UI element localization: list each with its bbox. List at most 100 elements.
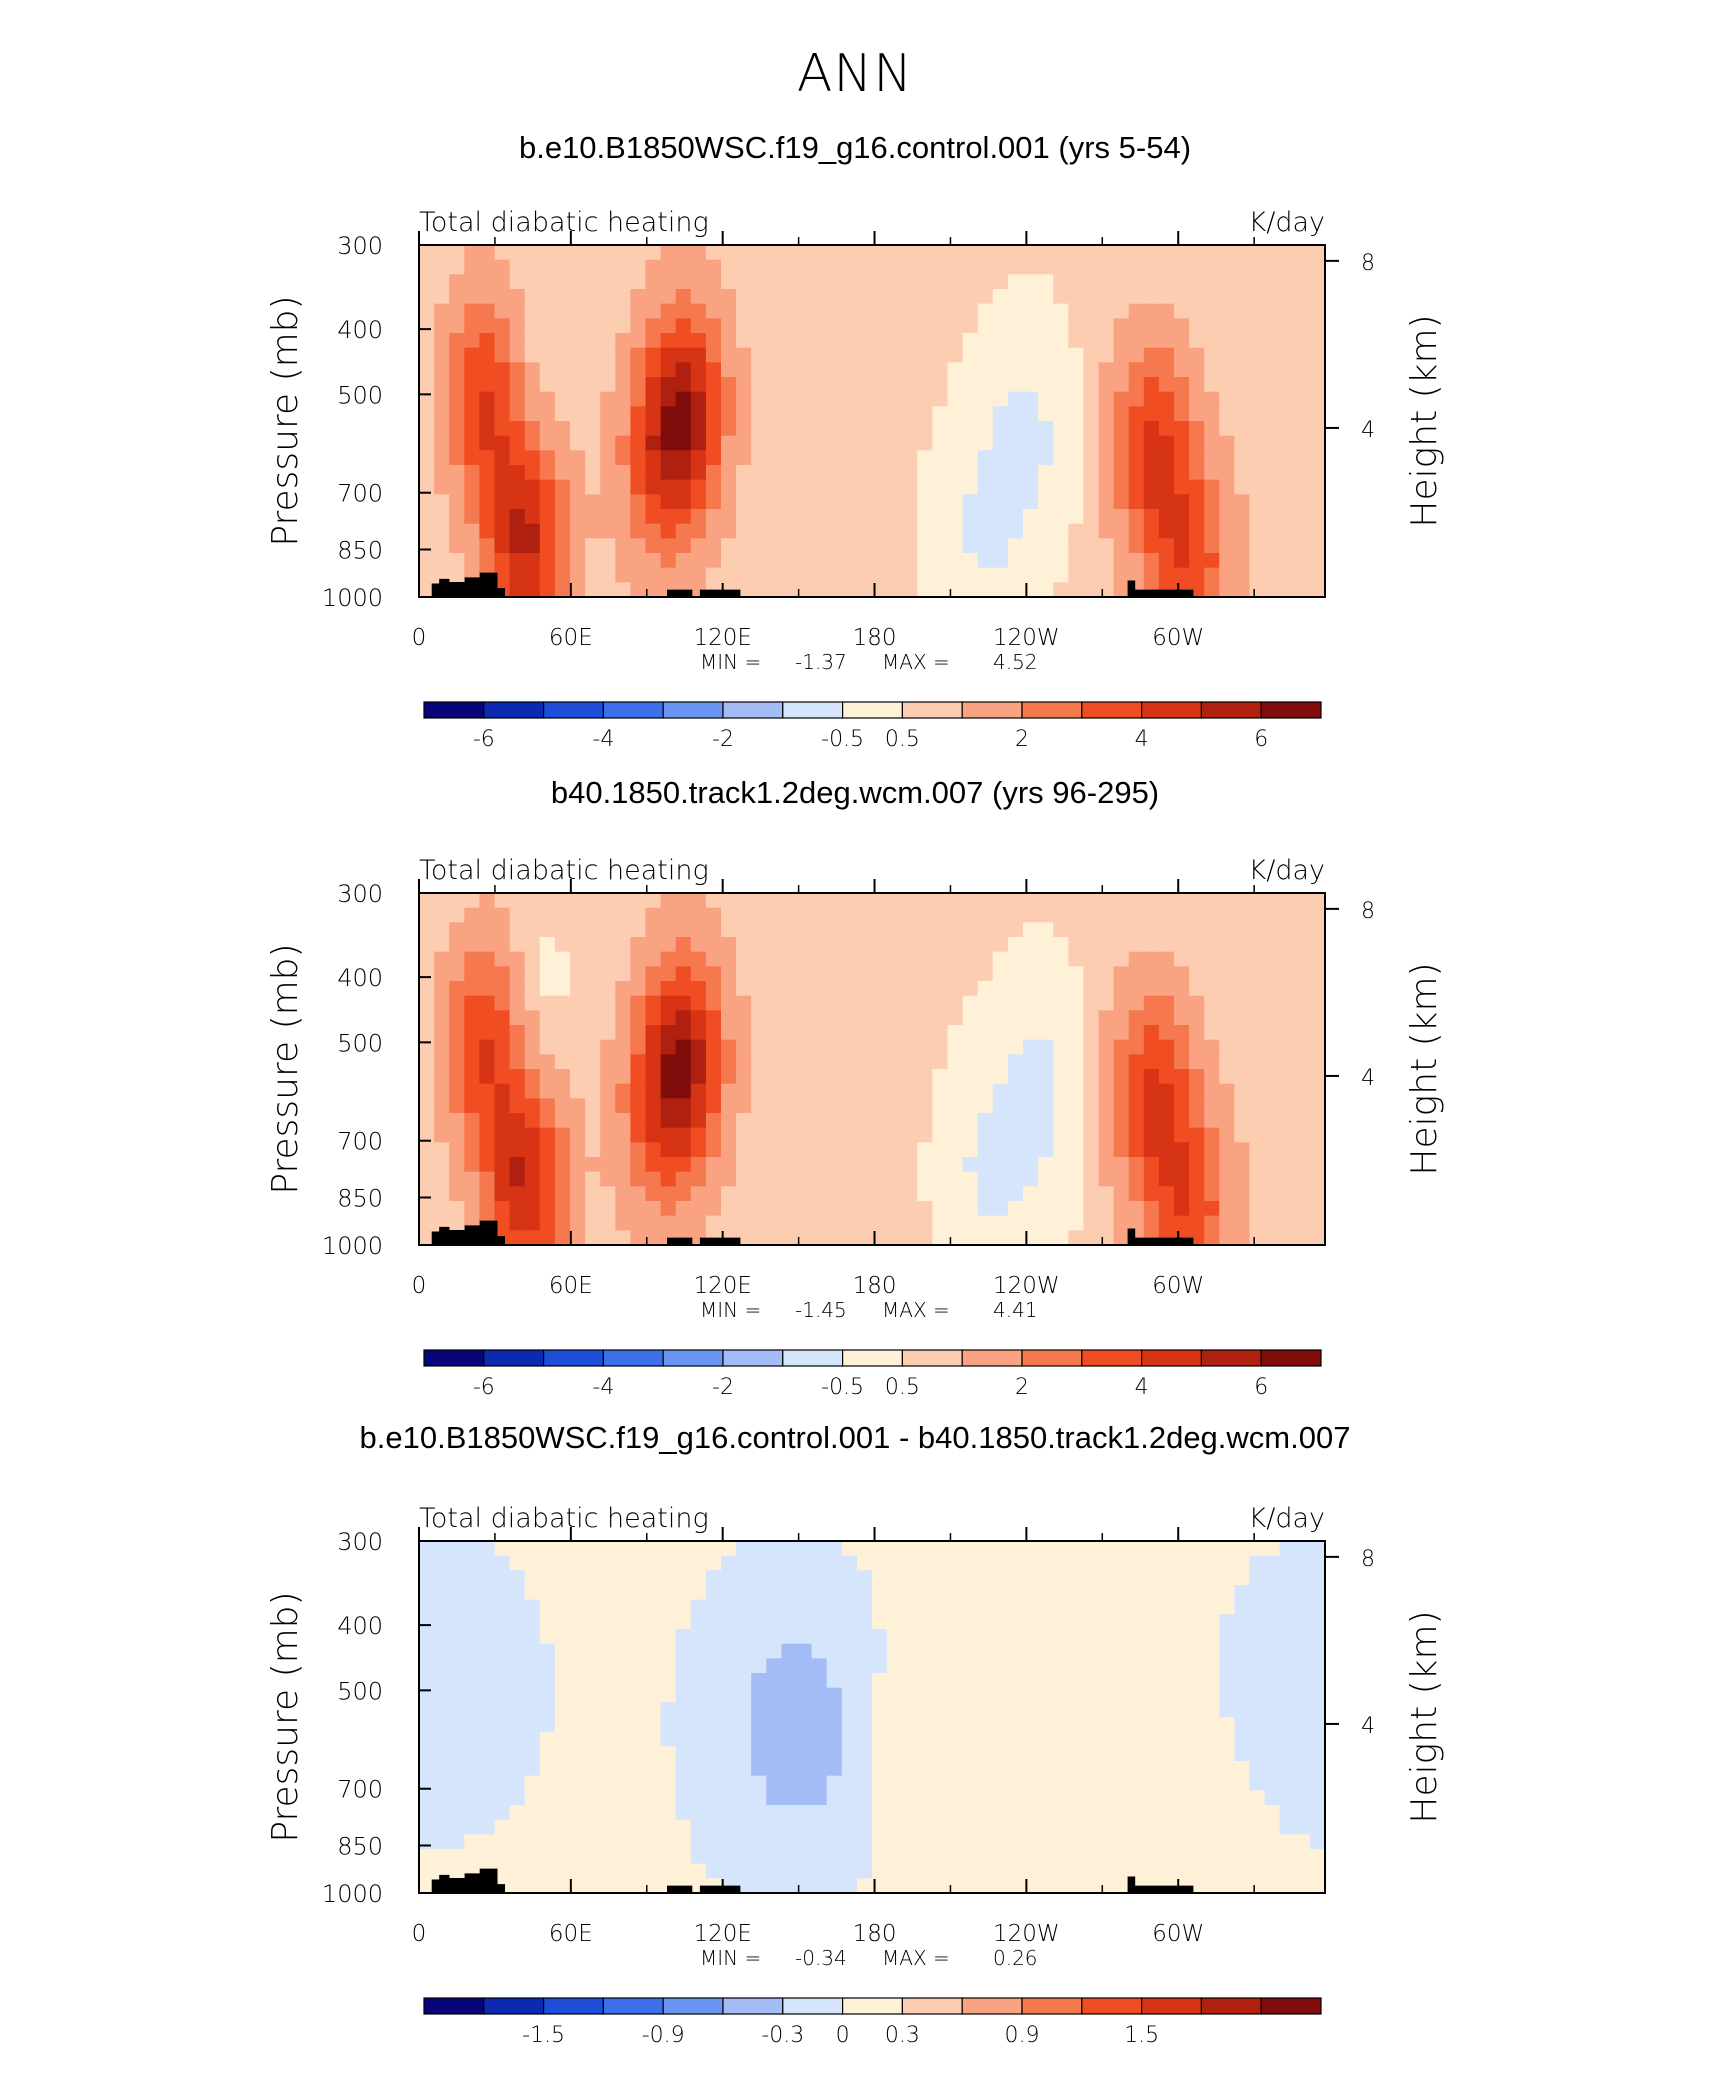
contour-cell [1309,362,1326,378]
contour-cell [675,1186,692,1202]
contour-cell [419,1570,435,1586]
contour-cell [419,1113,435,1129]
contour-cell [917,1585,933,1601]
contour-cell [585,1849,601,1865]
contour-cell [1053,1215,1069,1231]
contour-cell [751,435,767,451]
colorbar-swatch [483,701,545,719]
contour-cell [796,1083,813,1099]
contour-cell [600,1731,616,1747]
contour-cell [766,995,782,1011]
contour-cell [524,450,541,466]
contour-cell [524,245,541,261]
contour-cell [630,937,647,953]
contour-cell [917,1127,933,1143]
contour-cell [570,1171,586,1187]
contour-cell [1249,303,1266,319]
contour-cell [1083,1673,1100,1689]
contour-cell [539,538,556,554]
contour-cell [660,907,677,923]
contour-cell [570,966,586,982]
contour-cell [736,1186,752,1202]
contour-cell [1264,1171,1281,1187]
contour-cell [962,465,979,481]
contour-cell [872,289,888,305]
contour-cell [796,421,813,437]
contour-cell [615,1215,631,1231]
contour-cell [1279,1039,1296,1055]
contour-cell [811,1083,828,1099]
contour-cell [1264,1215,1281,1231]
contour-cell [645,1230,662,1246]
contour-cell [736,1098,752,1114]
contour-cell [539,937,556,953]
contour-cell [826,391,843,407]
contour-cell [902,1673,918,1689]
contour-cell [932,538,949,554]
contour-cell [554,966,571,982]
contour-cell [736,567,752,583]
contour-cell [615,1731,631,1747]
contour-cell [1189,1687,1205,1703]
contour-cell [811,479,828,495]
contour-cell [977,1702,994,1718]
contour-cell [464,1010,480,1026]
colorbar-swatch [841,1997,903,2015]
contour-cell [841,1186,858,1202]
contour-cell [1128,1098,1145,1114]
contour-cell [932,1629,949,1645]
contour-cell [1309,951,1326,967]
contour-cell [479,1702,496,1718]
contour-cell [872,582,888,598]
contour-cell [1279,465,1296,481]
contour-cell [1038,421,1054,437]
contour-cell [1083,1878,1100,1894]
contour-cell [1023,1790,1039,1806]
contour-cell [434,1069,450,1085]
contour-cell [1249,1761,1266,1777]
contour-cell [1264,333,1281,349]
contour-cell [1219,1157,1235,1173]
contour-cell [615,1230,631,1246]
contour-cell [554,1127,571,1143]
contour-cell [1189,1702,1205,1718]
contour-cell [781,1599,798,1615]
contour-cell [600,377,616,393]
contour-cell [1068,582,1084,598]
contour-cell [992,1570,1009,1586]
contour-cell [1128,981,1145,997]
contour-cell [947,347,964,363]
contour-cell [479,523,496,539]
contour-cell [1174,1083,1190,1099]
contour-cell [554,1570,571,1586]
contour-cell [1038,1541,1054,1557]
contour-cell [1249,1805,1266,1821]
contour-cell [1234,1113,1251,1129]
contour-cell [449,1025,465,1041]
contour-cell [902,1746,918,1762]
contour-cell [1279,1171,1296,1187]
contour-cell [766,1702,782,1718]
contour-cell [962,951,979,967]
contour-cell [1264,509,1281,525]
contour-cell [751,421,767,437]
contour-cell [494,1010,511,1026]
contour-cell [1023,937,1039,953]
contour-cell [932,1570,949,1586]
contour-cell [600,435,616,451]
contour-cell [736,1775,752,1791]
contour-cell [902,1555,918,1571]
contour-cell [1309,1687,1326,1703]
contour-cell [690,523,707,539]
contour-cell [554,274,571,290]
contour-cell [1128,1746,1145,1762]
contour-cell [1189,333,1205,349]
contour-cell [841,523,858,539]
contour-cell [434,1054,450,1070]
contour-cell [1189,981,1205,997]
contour-cell [1113,538,1130,554]
contour-cell [1083,1805,1100,1821]
contour-cell [932,553,949,569]
contour-cell [419,1054,435,1070]
